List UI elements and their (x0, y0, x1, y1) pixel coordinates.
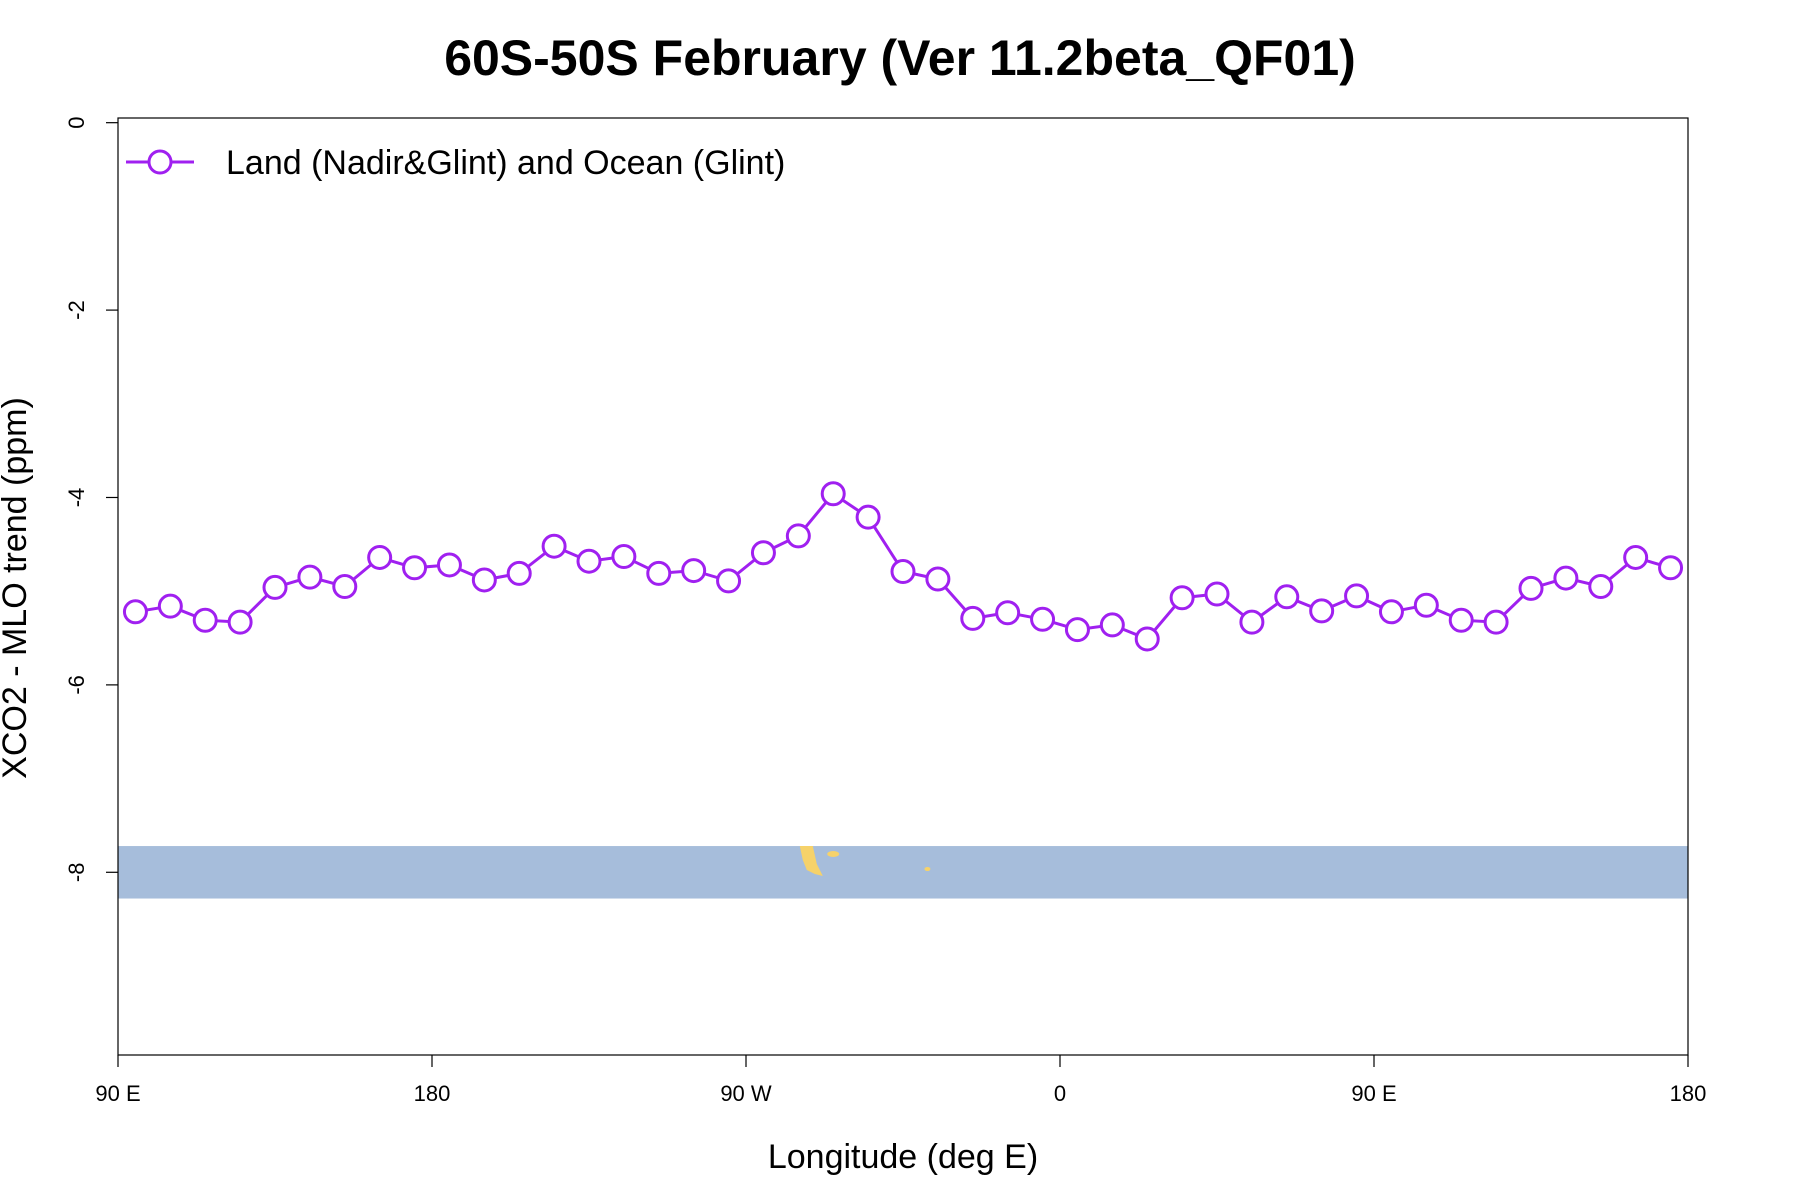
x-axis: 90 E 180 90 W 0 90 E 180 (95, 1055, 1706, 1106)
data-point (1658, 555, 1684, 581)
data-point (1309, 598, 1335, 624)
data-point (1064, 617, 1090, 643)
data-point (890, 559, 916, 585)
data-point (785, 523, 811, 549)
land-feature-falklands (827, 851, 840, 858)
chart-title: 60S-50S February (Ver 11.2beta_QF01) (444, 30, 1356, 86)
data-point (960, 605, 986, 631)
data-point (1588, 574, 1614, 599)
data-point (1448, 607, 1474, 633)
y-tick-label: -8 (64, 863, 89, 883)
x-tick-label: 90 W (720, 1081, 772, 1106)
series-layer (122, 481, 1684, 652)
x-tick-label: 0 (1054, 1081, 1066, 1106)
x-axis-label: Longitude (deg E) (768, 1138, 1038, 1176)
data-point (1099, 612, 1125, 638)
data-point (716, 568, 742, 594)
data-point (681, 558, 707, 584)
y-tick-label: -4 (64, 488, 89, 508)
data-point (402, 555, 428, 581)
data-point (820, 481, 846, 507)
data-point (227, 609, 253, 635)
data-point (611, 544, 637, 570)
data-point (925, 566, 951, 592)
data-point (1623, 544, 1649, 570)
x-tick-label: 90 E (95, 1081, 140, 1106)
data-point (157, 593, 183, 619)
data-point (1239, 609, 1265, 635)
data-point (297, 564, 323, 590)
plot-frame (117, 117, 1689, 1056)
data-point (471, 567, 497, 593)
data-point (750, 540, 776, 566)
data-point (367, 544, 393, 570)
ocean-band (118, 846, 1688, 899)
data-point (1169, 585, 1195, 611)
data-point (1274, 584, 1300, 610)
y-axis: 0 -2 -4 -6 -8 (64, 117, 118, 883)
data-point (995, 600, 1021, 626)
map-band (118, 846, 1688, 899)
data-point (1030, 606, 1056, 632)
data-point (122, 599, 148, 625)
data-point (1134, 626, 1160, 652)
y-axis-label: XCO2 - MLO trend (ppm) (0, 397, 34, 779)
y-tick-label: 0 (64, 117, 89, 129)
data-point (576, 548, 602, 574)
data-point (1553, 565, 1579, 591)
data-point (1413, 592, 1439, 618)
data-point (332, 574, 358, 599)
data-point (1378, 599, 1404, 625)
data-point (1204, 581, 1230, 607)
data-point (506, 560, 532, 586)
data-point (1344, 583, 1370, 609)
data-point (855, 504, 881, 530)
y-tick-label: -6 (64, 675, 89, 695)
x-tick-label: 90 E (1351, 1081, 1396, 1106)
data-point (192, 607, 218, 633)
land-feature-south-georgia (924, 867, 931, 872)
x-tick-label: 180 (414, 1081, 451, 1106)
legend-marker (147, 149, 173, 175)
data-point (1518, 575, 1544, 601)
data-point (646, 560, 672, 586)
land-feature-south-america (799, 846, 823, 877)
data-point (541, 533, 567, 559)
data-point (262, 574, 288, 600)
data-point (1483, 609, 1509, 635)
x-tick-label: 180 (1670, 1081, 1707, 1106)
y-tick-label: -2 (64, 300, 89, 320)
legend-label: Land (Nadir&Glint) and Ocean (Glint) (226, 144, 785, 182)
legend: Land (Nadir&Glint) and Ocean (Glint) (126, 144, 785, 182)
data-point (436, 552, 462, 578)
